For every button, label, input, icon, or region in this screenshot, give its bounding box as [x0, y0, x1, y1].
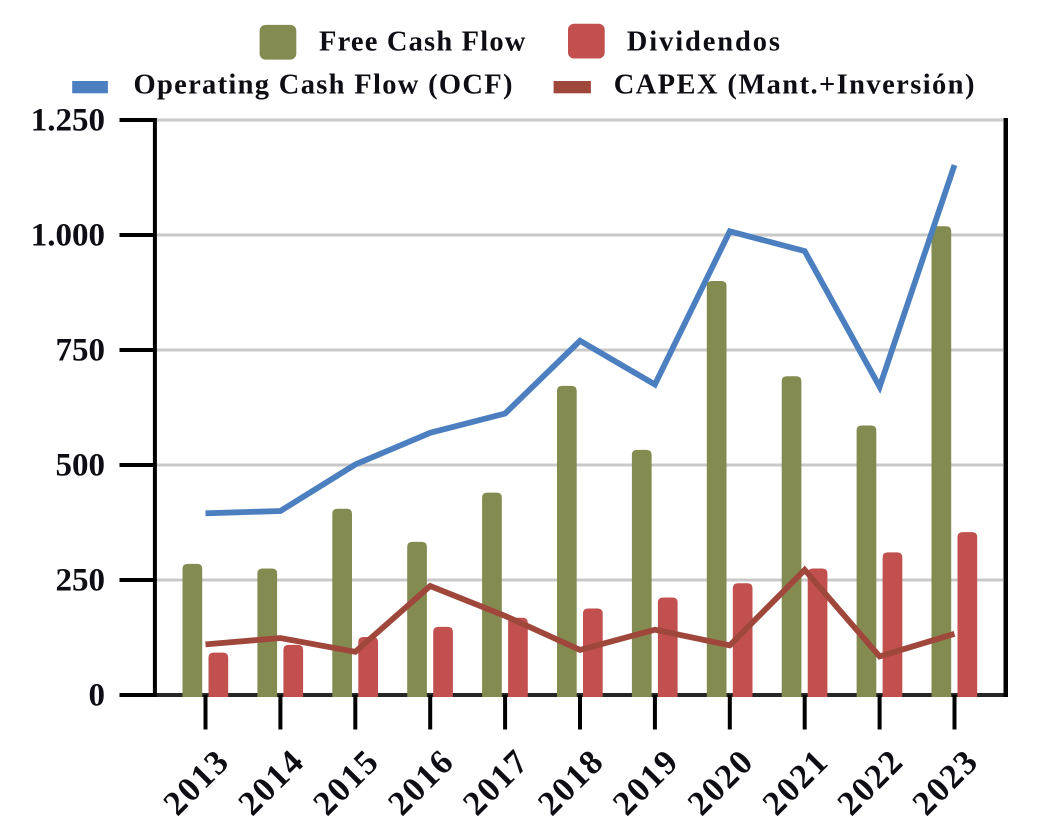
svg-text:CAPEX (Mant.+Inversión): CAPEX (Mant.+Inversión): [614, 69, 976, 100]
svg-text:250: 250: [56, 563, 106, 599]
svg-text:1.250: 1.250: [31, 103, 105, 139]
svg-text:Free Cash Flow: Free Cash Flow: [319, 27, 527, 58]
svg-text:Dividendos: Dividendos: [627, 27, 782, 58]
svg-text:500: 500: [56, 448, 106, 484]
svg-text:0: 0: [89, 678, 106, 714]
svg-text:Operating Cash Flow (OCF): Operating Cash Flow (OCF): [134, 69, 514, 100]
svg-text:1.000: 1.000: [31, 218, 105, 254]
svg-text:750: 750: [56, 333, 106, 369]
